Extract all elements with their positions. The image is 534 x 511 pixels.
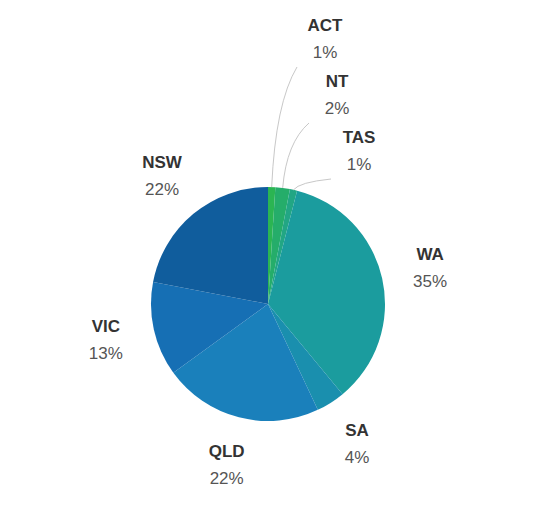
value-label: 22% <box>210 469 244 488</box>
leader-line <box>294 179 331 190</box>
pie <box>151 187 385 421</box>
data-label: NT 2% <box>325 72 350 118</box>
data-label: QLD 22% <box>209 442 245 488</box>
data-label: ACT 1% <box>308 16 344 62</box>
data-label: NSW 22% <box>142 153 183 199</box>
value-label: 13% <box>89 344 123 363</box>
chart: WA 35% SA 4% QLD 22% VIC 13% NSW 22% ACT 1% NT 2% TAS 1… <box>0 0 534 511</box>
leader-line <box>272 67 297 187</box>
data-label: SA 4% <box>345 421 370 467</box>
category-label: TAS <box>343 128 376 147</box>
slice <box>153 187 268 304</box>
value-label: 2% <box>325 99 350 118</box>
value-label: 22% <box>145 180 179 199</box>
category-label: SA <box>345 421 369 440</box>
data-label: TAS 1% <box>343 128 376 174</box>
value-label: 4% <box>345 448 370 467</box>
data-label: VIC 13% <box>89 317 123 363</box>
category-label: ACT <box>308 16 344 35</box>
category-label: NSW <box>142 153 183 172</box>
labels: WA 35% SA 4% QLD 22% VIC 13% NSW 22% ACT 1% NT 2% TAS 1… <box>89 16 447 488</box>
category-label: NT <box>326 72 349 91</box>
category-label: VIC <box>92 317 120 336</box>
data-label: WA 35% <box>413 245 447 291</box>
category-label: QLD <box>209 442 245 461</box>
value-label: 1% <box>313 43 338 62</box>
category-label: WA <box>416 245 443 264</box>
value-label: 35% <box>413 272 447 291</box>
value-label: 1% <box>347 155 372 174</box>
leader-line <box>283 123 309 188</box>
